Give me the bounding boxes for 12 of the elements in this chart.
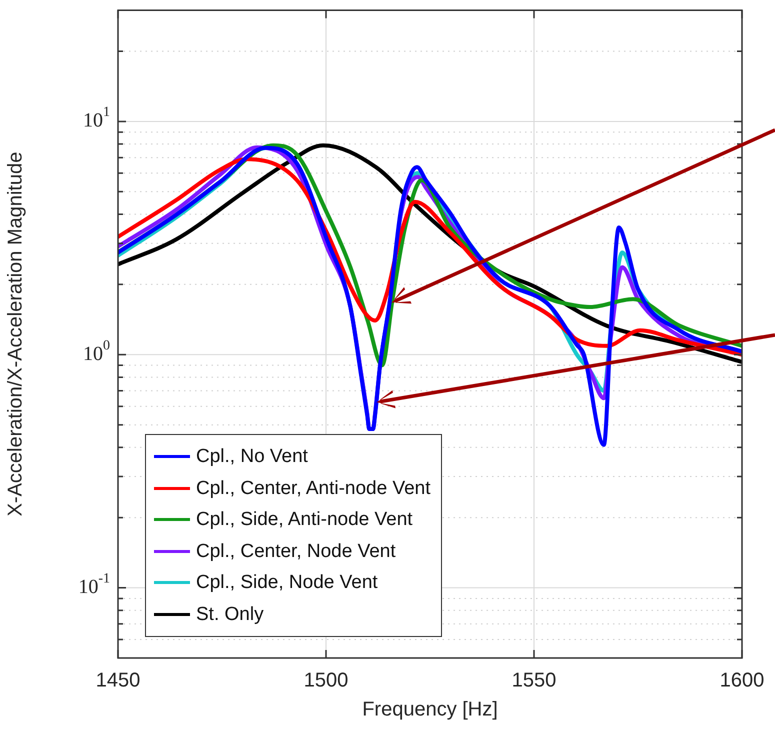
x-tick-label: 1500 <box>304 670 348 692</box>
legend-label: Cpl., Side, Anti-node Vent <box>196 508 413 532</box>
y-axis-title: X-Acceleration/X-Acceleration Magnitude <box>4 152 27 516</box>
x-tick-label: 1600 <box>720 670 764 692</box>
x-tick-label: 1450 <box>96 670 140 692</box>
legend-label: St. Only <box>196 602 264 626</box>
x-axis-title: Frequency [Hz] <box>362 698 498 721</box>
legend-label: Cpl., Center, Node Vent <box>196 540 396 564</box>
legend-label: Cpl., Side, Node Vent <box>196 571 378 595</box>
x-tick-label: 1550 <box>512 670 556 692</box>
legend-label: Cpl., No Vent <box>196 445 308 469</box>
legend-label: Cpl., Center, Anti-node Vent <box>196 476 430 500</box>
